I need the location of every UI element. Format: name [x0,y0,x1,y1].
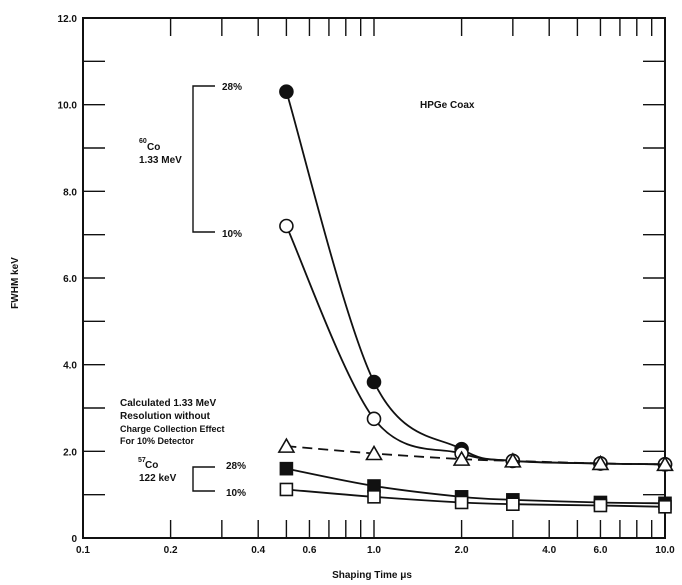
series-line-open-triangle [286,445,666,466]
tick-marks [82,18,666,538]
marker-open-triangle [452,450,471,466]
x-tick-label: 1.0 [367,545,381,556]
co57-superscript: 57 [138,457,146,464]
co60-bracket [192,85,215,233]
y-tick-label: 6.0 [63,274,77,285]
marker-open-square [658,499,672,514]
marker-filled-circle [366,374,382,390]
x-tick-label: 10.0 [655,545,675,556]
co60-isotope-label: Co [147,142,160,153]
y-tick-label: 4.0 [63,361,77,372]
y-tick-label: 12.0 [58,14,78,25]
x-tick-label: 6.0 [593,545,607,556]
y-tick-label: 8.0 [63,187,77,198]
marker-open-square [506,497,520,512]
marker-open-triangle [277,437,296,453]
marker-open-square [279,482,294,497]
x-axis-title: Shaping Time μs [332,570,412,581]
co60-energy-label: 1.33 MeV [139,155,182,166]
series-filled-circle [279,84,673,472]
x-tick-label: 0.2 [164,545,178,556]
y-axis-title: FWHM keV [10,257,21,309]
calc-line-3: Charge Collection Effect [120,424,225,434]
x-tick-label: 0.1 [76,545,90,556]
tick-labels: 0.1 0.2 0.4 0.6 1.0 2.0 4.0 6.0 10.0 0 2.0 4.0 6.0 8.… [58,14,676,556]
calc-line-4: For 10% Detector [120,436,195,446]
x-tick-label: 4.0 [542,545,556,556]
co60-superscript: 60 [139,138,147,145]
series-line-open-circle [285,225,666,466]
marker-open-circle [366,411,382,427]
marker-open-square [593,498,608,513]
x-tick-label: 2.0 [455,545,469,556]
x-tick-label: 0.4 [251,545,265,556]
co57-isotope-label: Co [145,460,158,471]
marker-open-square [367,490,381,504]
marker-filled-square [279,461,294,476]
co57-28pct-label: 28% [226,461,246,472]
marker-filled-circle [279,84,294,99]
y-tick-label: 0 [71,534,77,545]
marker-open-triangle [656,455,674,472]
series-open-circle [279,218,673,472]
detector-label: HPGe Coax [420,100,475,111]
series-open-square [279,482,672,514]
marker-open-triangle [365,444,383,461]
annotations: HPGe Coax 28% 10% 60 Co 1.33 MeV Calcula… [120,82,475,499]
co57-10pct-label: 10% [226,488,246,499]
series-open-triangle [277,437,674,472]
co60-10pct-label: 10% [222,229,242,240]
marker-open-square [454,495,469,510]
co57-bracket [192,466,215,492]
data-series [277,84,674,514]
marker-open-triangle [503,452,522,468]
x-tick-label: 0.6 [302,545,316,556]
marker-open-circle [279,218,294,234]
marker-open-triangle [591,454,610,471]
series-line-filled-square [286,467,666,505]
series-line-filled-circle [285,91,666,466]
co57-energy-label: 122 keV [139,473,177,484]
calc-line-2: Resolution without [120,411,211,422]
calc-line-1: Calculated 1.33 MeV [120,398,216,409]
co60-28pct-label: 28% [222,82,242,93]
y-tick-label: 2.0 [63,447,77,458]
y-tick-label: 10.0 [58,101,78,112]
